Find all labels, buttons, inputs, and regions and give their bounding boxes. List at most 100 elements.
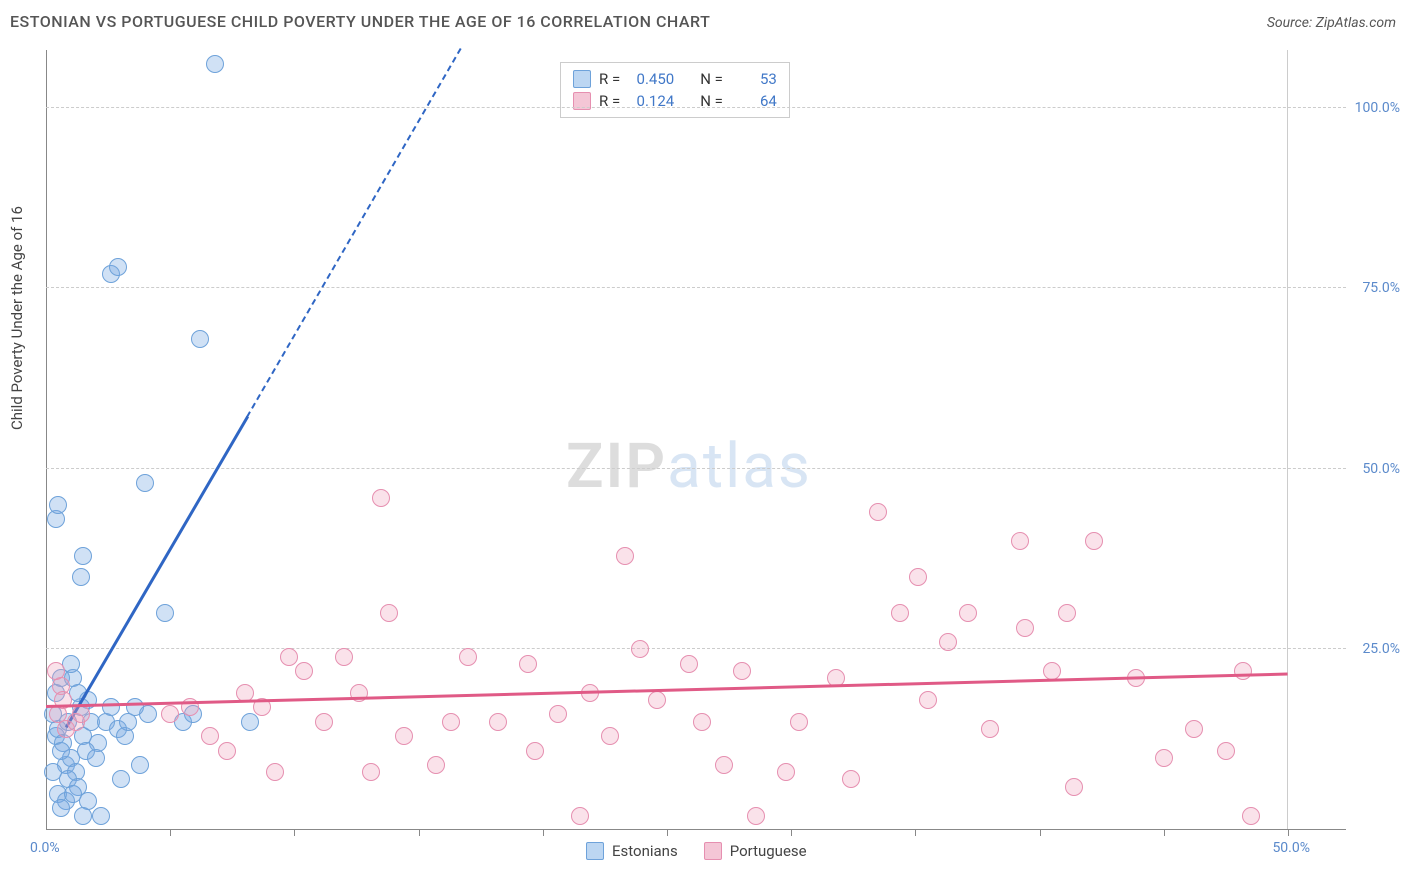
data-point-estonians (64, 785, 82, 803)
y-tick-label: 100.0% (1355, 100, 1400, 116)
stat-r-value-portuguese: 0.124 (628, 90, 674, 112)
x-tick-label-max: 50.0% (1272, 840, 1310, 856)
stats-row-estonians: R =0.450N =53 (573, 68, 777, 90)
data-point-portuguese (519, 655, 537, 673)
data-point-portuguese (981, 720, 999, 738)
data-point-estonians (136, 474, 154, 492)
title-bar: ESTONIAN VS PORTUGUESE CHILD POVERTY UND… (10, 12, 1396, 31)
data-point-portuguese (571, 807, 589, 825)
stat-n-label: N = (700, 90, 723, 112)
data-point-portuguese (526, 742, 544, 760)
data-point-portuguese (747, 807, 765, 825)
data-point-portuguese (1217, 742, 1235, 760)
stat-r-value-estonians: 0.450 (628, 68, 674, 90)
x-tick (915, 830, 916, 836)
data-point-portuguese (47, 662, 65, 680)
data-point-portuguese (1234, 662, 1252, 680)
stat-r-label: R = (599, 90, 620, 112)
data-point-estonians (49, 496, 67, 514)
data-point-estonians (87, 749, 105, 767)
legend-swatch-portuguese (704, 842, 722, 860)
data-point-portuguese (1242, 807, 1260, 825)
secondary-y-axis (1287, 50, 1288, 830)
x-axis-line (46, 829, 1346, 830)
data-point-portuguese (790, 713, 808, 731)
data-point-portuguese (201, 727, 219, 745)
watermark-atlas: atlas (667, 430, 812, 503)
data-point-estonians (112, 770, 130, 788)
data-point-portuguese (693, 713, 711, 731)
data-point-estonians (156, 604, 174, 622)
data-point-portuguese (266, 763, 284, 781)
data-point-portuguese (1016, 619, 1034, 637)
x-tick (170, 830, 171, 836)
source-label: Source: ZipAtlas.com (1267, 15, 1396, 31)
data-point-portuguese (280, 648, 298, 666)
data-point-portuguese (315, 713, 333, 731)
chart-container: ESTONIAN VS PORTUGUESE CHILD POVERTY UND… (0, 0, 1406, 892)
data-point-portuguese (616, 547, 634, 565)
regression-line (46, 672, 1288, 707)
data-point-portuguese (395, 727, 413, 745)
legend-label-estonians: Estonians (612, 842, 678, 860)
plot-area: ZIPatlas R =0.450N =53R =0.124N =64 0.0%… (46, 50, 1346, 830)
grid-line (46, 468, 1346, 469)
data-point-portuguese (442, 713, 460, 731)
legend-item-estonians: Estonians (586, 842, 678, 860)
data-point-estonians (131, 756, 149, 774)
x-tick (543, 830, 544, 836)
data-point-portuguese (919, 691, 937, 709)
data-point-portuguese (601, 727, 619, 745)
x-tick (791, 830, 792, 836)
data-point-estonians (44, 763, 62, 781)
data-point-portuguese (489, 713, 507, 731)
data-point-portuguese (161, 705, 179, 723)
x-tick-label-min: 0.0% (30, 840, 60, 856)
data-point-portuguese (372, 489, 390, 507)
data-point-estonians (92, 807, 110, 825)
watermark: ZIPatlas (566, 430, 812, 503)
data-point-estonians (109, 258, 127, 276)
data-point-portuguese (842, 770, 860, 788)
data-point-portuguese (1058, 604, 1076, 622)
y-tick-label: 25.0% (1362, 641, 1400, 657)
data-point-portuguese (715, 756, 733, 774)
data-point-portuguese (648, 691, 666, 709)
stats-row-portuguese: R = 0.124 N = 64 (573, 90, 777, 112)
stat-n-value-portuguese: 64 (731, 90, 777, 112)
x-tick (294, 830, 295, 836)
data-point-portuguese (777, 763, 795, 781)
data-point-portuguese (549, 705, 567, 723)
data-point-portuguese (362, 763, 380, 781)
data-point-portuguese (891, 604, 909, 622)
y-axis-label: Child Poverty Under the Age of 16 (8, 206, 26, 430)
data-point-portuguese (1043, 662, 1061, 680)
x-tick (667, 830, 668, 836)
legend-item-portuguese: Portuguese (704, 842, 807, 860)
data-point-portuguese (427, 756, 445, 774)
regression-line-extension (246, 49, 461, 418)
grid-line (46, 648, 1346, 649)
data-point-portuguese (680, 655, 698, 673)
data-point-estonians (102, 698, 120, 716)
y-tick-label: 75.0% (1362, 280, 1400, 296)
data-point-portuguese (218, 742, 236, 760)
data-point-portuguese (459, 648, 477, 666)
data-point-estonians (52, 742, 70, 760)
data-point-portuguese (869, 503, 887, 521)
data-point-portuguese (295, 662, 313, 680)
data-point-portuguese (631, 640, 649, 658)
data-point-estonians (126, 698, 144, 716)
grid-line (46, 287, 1346, 288)
data-point-portuguese (1011, 532, 1029, 550)
grid-line (46, 107, 1346, 108)
stat-n-value-estonians: 53 (731, 68, 777, 90)
data-point-estonians (206, 55, 224, 73)
stat-r-label: R = (599, 68, 620, 90)
watermark-zip: ZIP (566, 430, 667, 503)
data-point-portuguese (335, 648, 353, 666)
data-point-portuguese (1065, 778, 1083, 796)
data-point-portuguese (909, 568, 927, 586)
data-point-portuguese (959, 604, 977, 622)
bottom-legend: Estonians Portuguese (586, 842, 807, 860)
